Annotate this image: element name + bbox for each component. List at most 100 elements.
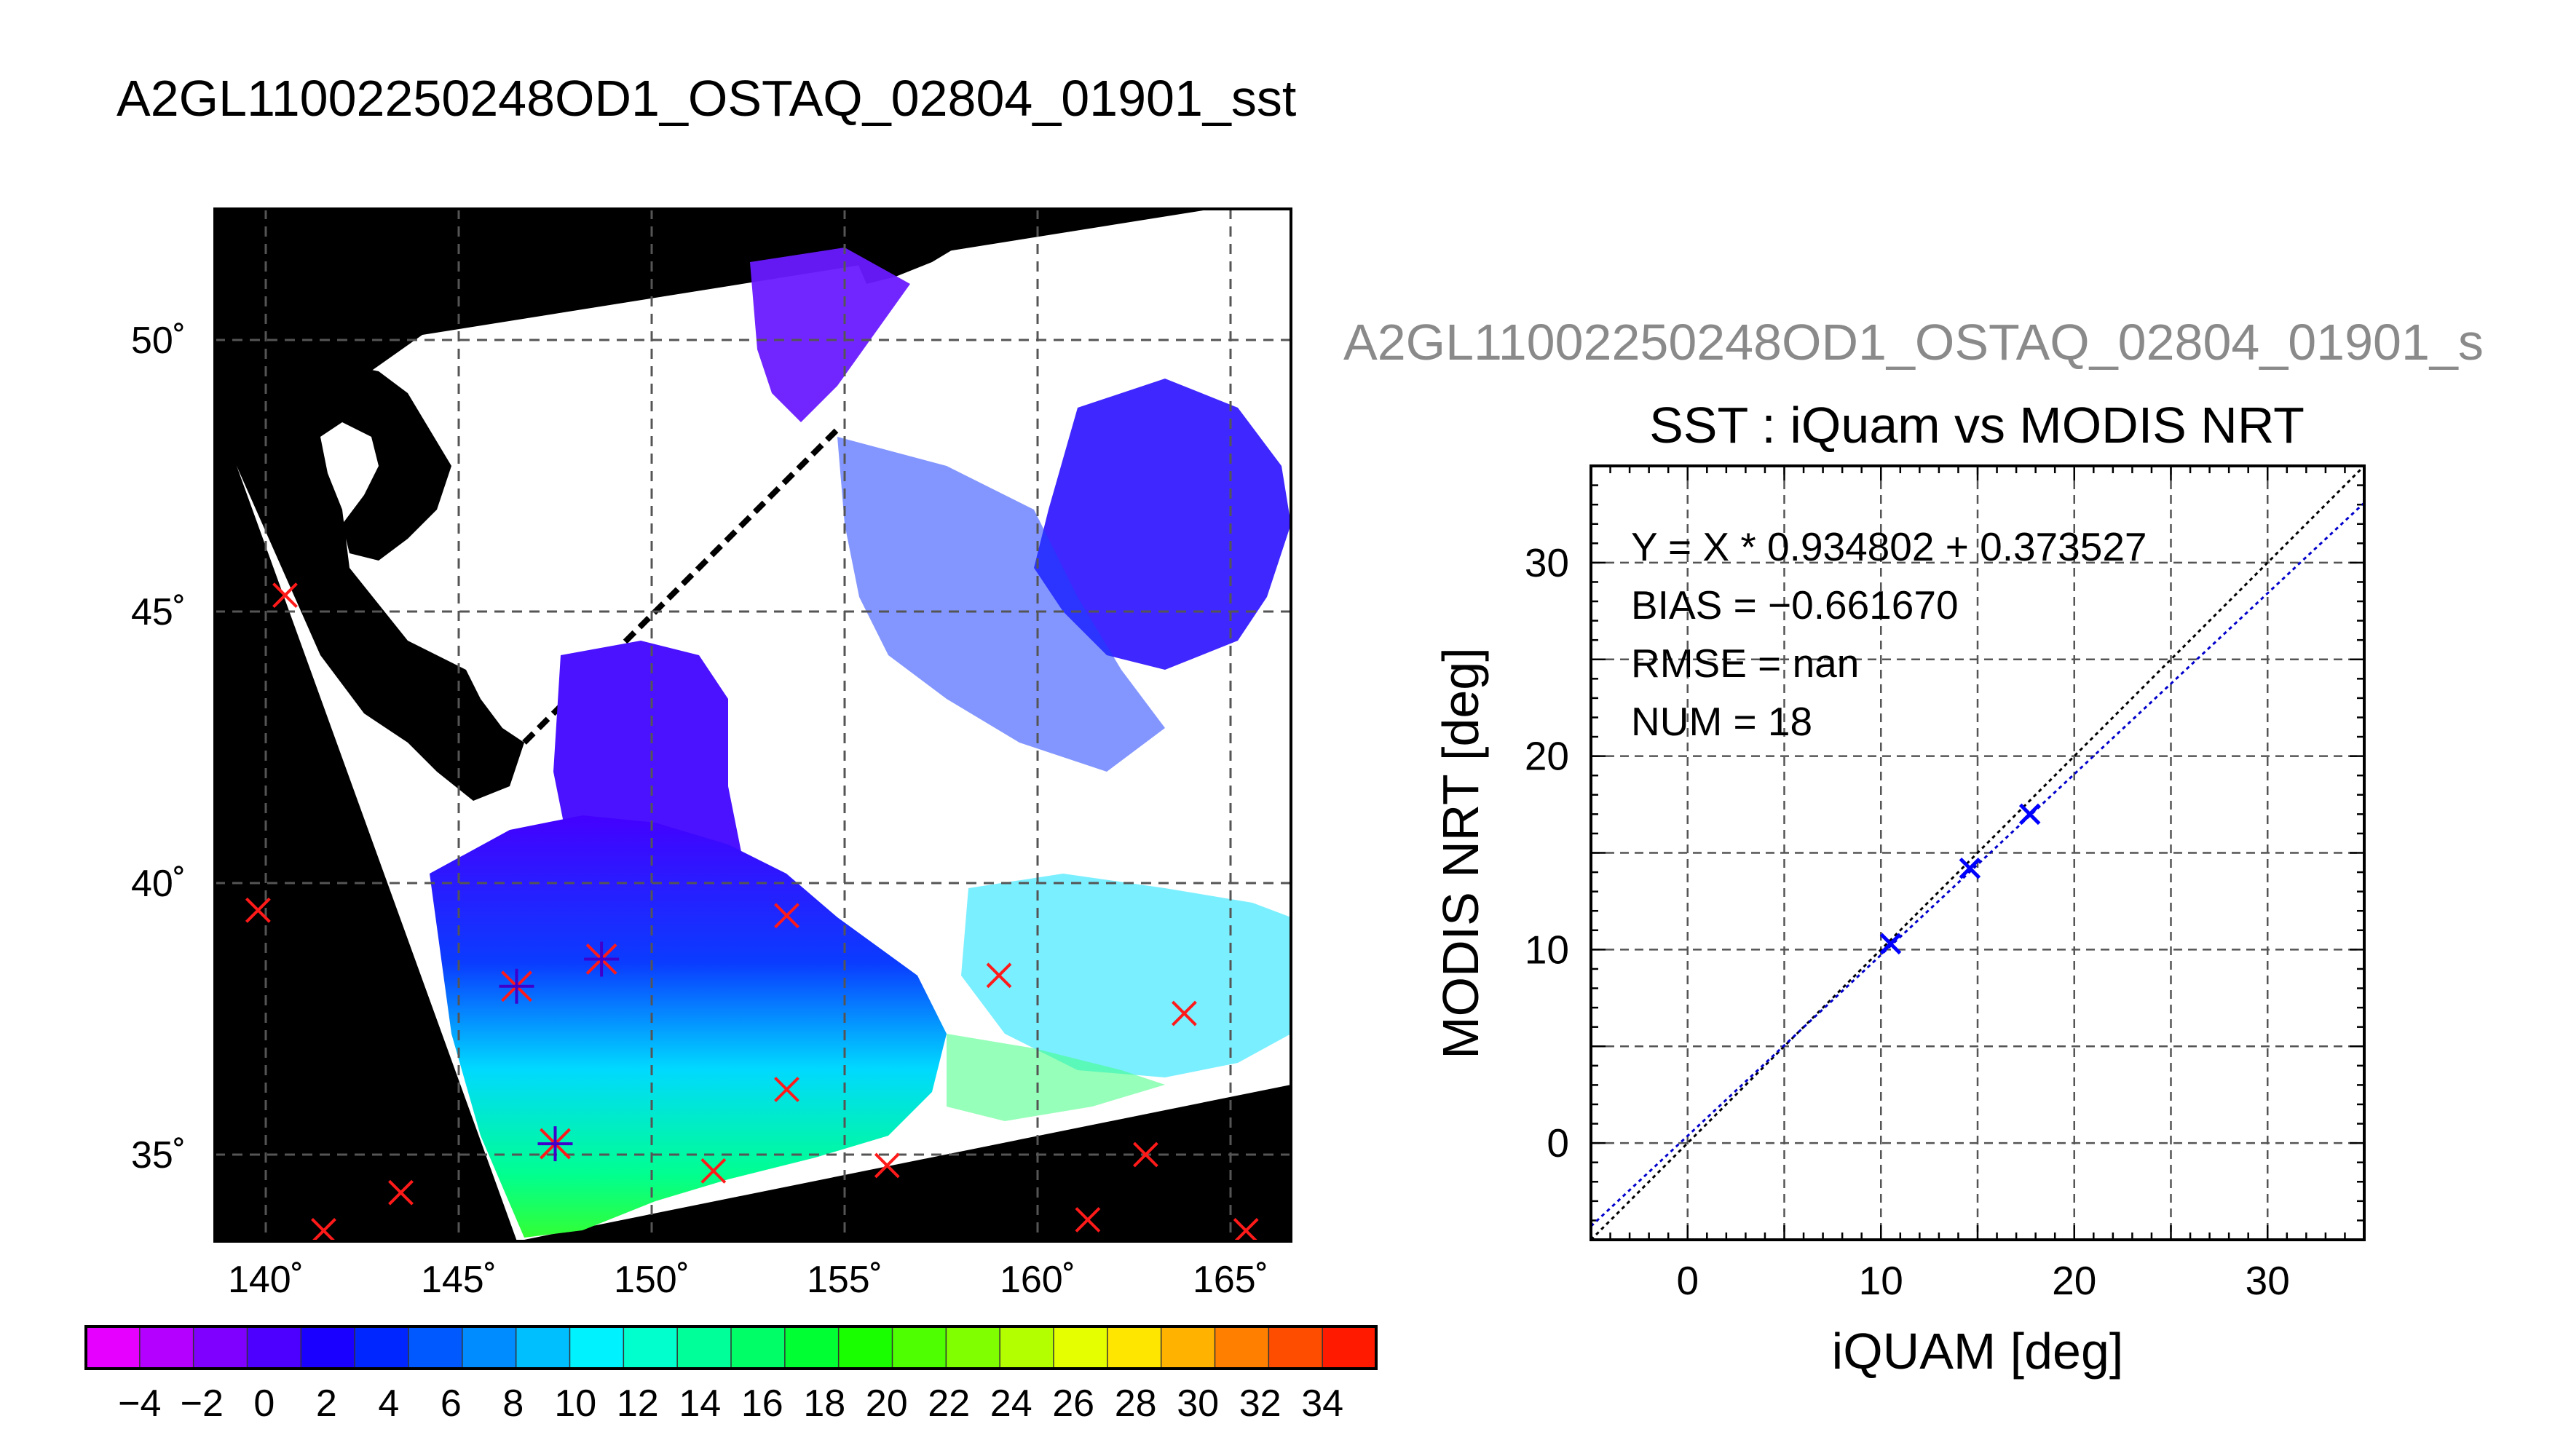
y-tick-label: 0: [1547, 1120, 1569, 1166]
colorbar-cell: [569, 1326, 624, 1369]
colorbar-tick-label: 2: [316, 1382, 337, 1425]
insitu-marker: [774, 903, 799, 929]
bias-stat: BIAS = −0.661670: [1631, 582, 1959, 628]
insitu-marker: [245, 897, 271, 923]
scatter-supertitle: A2GL11002250248OD1_OSTAQ_02804_01901_s: [1343, 314, 2484, 371]
map-panel: 50˚ 45˚ 40˚ 35˚ 140˚ 145˚ 150˚ 155˚ 160˚…: [131, 207, 1292, 1301]
colorbar-cell: [1322, 1326, 1377, 1369]
y-tick-label: 20: [1525, 734, 1569, 779]
x-axis-label: iQUAM [deg]: [1832, 1323, 2124, 1380]
colorbar-cell: [784, 1326, 840, 1369]
colorbar-cell: [516, 1326, 570, 1369]
colorbar-tick-label: 32: [1239, 1382, 1282, 1425]
insitu-marker: [1075, 1207, 1101, 1233]
colorbar-cell: [623, 1326, 678, 1369]
num-stat: NUM = 18: [1631, 699, 1812, 744]
lon-label-160: 160˚: [1000, 1259, 1075, 1301]
y-tick-label: 30: [1525, 540, 1569, 585]
colorbar-cell: [677, 1326, 732, 1369]
page-title: A2GL11002250248OD1_OSTAQ_02804_01901_sst: [117, 70, 1297, 127]
colorbar-tick-label: 0: [253, 1382, 275, 1425]
sst-east-blue: [1034, 379, 1291, 670]
scatter-point: [1959, 857, 1981, 879]
map-gridlines: [215, 209, 1291, 1241]
rmse-stat: RMSE = nan: [1631, 641, 1859, 686]
colorbar-tick-label: 14: [679, 1382, 721, 1425]
lat-label-50: 50˚: [131, 320, 186, 362]
x-tick-label: 10: [1859, 1258, 1903, 1303]
colorbar: −4 −2 0 2 4 6 8 10 12 14 16 18 20 22 24 26 28 30 32 34: [84, 1325, 1378, 1425]
y-tick-label: 10: [1525, 927, 1569, 972]
colorbar-tick-label: 20: [866, 1382, 908, 1425]
insitu-marker: [874, 1152, 900, 1179]
colorbar-cell: [838, 1326, 893, 1369]
colorbar-frame: [84, 1325, 1378, 1370]
lat-label-40: 40˚: [131, 863, 186, 905]
colorbar-cell: [86, 1326, 141, 1369]
colorbar-cell: [731, 1326, 786, 1369]
scatter-points: [1879, 803, 2041, 955]
colorbar-tick-label: 18: [803, 1382, 845, 1425]
x-tick-label: 0: [1676, 1258, 1699, 1303]
colorbar-cell: [247, 1326, 301, 1369]
colorbar-cell: [1268, 1326, 1323, 1369]
colorbar-tick-label: −2: [181, 1382, 224, 1425]
colorbar-tick-label: 10: [554, 1382, 596, 1425]
colorbar-cells: [86, 1326, 1377, 1369]
identity-line: [1590, 464, 2366, 1241]
sst-warm-south: [430, 815, 947, 1238]
y-axis-label: MODIS NRT [deg]: [1432, 647, 1489, 1059]
matched-marker: [537, 1126, 573, 1162]
map-markers: [245, 582, 1259, 1241]
x-tick-label: 30: [2246, 1258, 2290, 1303]
x-tick-label: 20: [2052, 1258, 2096, 1303]
insitu-marker: [311, 1218, 336, 1241]
fit-equation: Y = X * 0.934802 + 0.373527: [1631, 524, 2147, 569]
insitu-marker: [388, 1179, 414, 1206]
lon-label-145: 145˚: [421, 1259, 497, 1301]
scatter-point: [1879, 933, 1902, 955]
colorbar-cell: [1054, 1326, 1108, 1369]
sst-cold-north: [750, 248, 910, 422]
scatter-panel: SST : iQuam vs MODIS NRT 0 10 20 300102030 …: [1432, 397, 2366, 1380]
colorbar-tick-label: 6: [441, 1382, 462, 1425]
colorbar-tick-label: 12: [617, 1382, 659, 1425]
colorbar-cell: [139, 1326, 194, 1369]
colorbar-tick-label: 8: [502, 1382, 524, 1425]
colorbar-tick-label: 26: [1052, 1382, 1094, 1425]
colorbar-cell: [946, 1326, 1000, 1369]
lon-label-150: 150˚: [614, 1259, 690, 1301]
insitu-marker: [700, 1158, 727, 1184]
colorbar-cell: [892, 1326, 947, 1369]
lon-label-155: 155˚: [807, 1259, 882, 1301]
lon-label-140: 140˚: [228, 1259, 304, 1301]
insitu-marker: [774, 1077, 799, 1102]
lat-label-35: 35˚: [131, 1134, 186, 1176]
matched-marker: [584, 941, 620, 977]
land-kamchatka: [845, 209, 998, 284]
colorbar-tick-label: 34: [1301, 1382, 1343, 1425]
lon-label-165: 165˚: [1193, 1259, 1268, 1301]
colorbar-cell: [301, 1326, 355, 1369]
sst-green-east: [947, 1034, 1165, 1121]
matched-marker: [499, 968, 534, 1004]
map-frame: [213, 207, 1292, 1243]
colorbar-cell: [462, 1326, 517, 1369]
scatter-lines: [1590, 464, 2366, 1241]
insitu-marker: [272, 582, 298, 609]
colorbar-labels: −4 −2 0 2 4 6 8 10 12 14 16 18 20 22 24 26 28 30 32 34: [118, 1382, 1343, 1425]
scatter-gridlines: [1591, 466, 2364, 1240]
colorbar-cell: [355, 1326, 409, 1369]
land-hokkaido-sakhalin: [237, 364, 524, 801]
scatter-title: SST : iQuam vs MODIS NRT: [1649, 397, 2305, 454]
insitu-marker: [1233, 1218, 1259, 1241]
sst-east-mottled: [837, 437, 1165, 772]
colorbar-tick-label: 22: [928, 1382, 970, 1425]
scatter-point: [2018, 803, 2041, 826]
colorbar-cell: [408, 1326, 463, 1369]
scatter-frame: [1590, 464, 2366, 1241]
colorbar-cell: [1107, 1326, 1162, 1369]
colorbar-tick-label: 30: [1177, 1382, 1219, 1425]
